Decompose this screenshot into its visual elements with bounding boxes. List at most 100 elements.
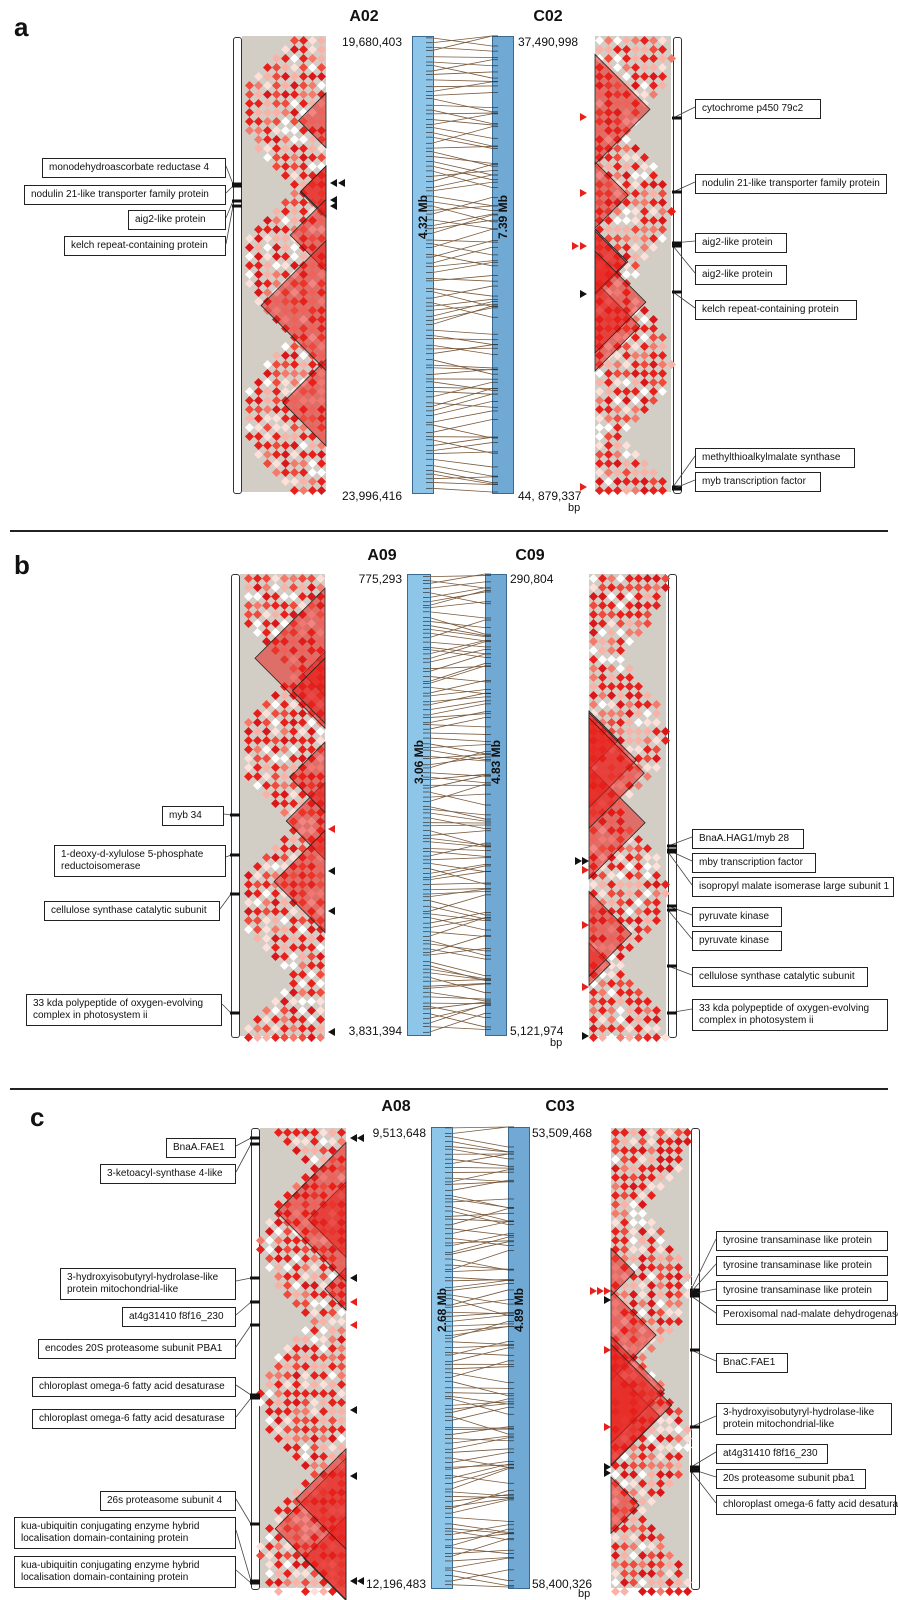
synteny-line	[428, 775, 486, 789]
synteny-line	[428, 737, 486, 742]
ld-cell	[308, 153, 317, 162]
ld-cell	[598, 628, 607, 637]
ld-cell	[629, 1164, 638, 1173]
ld-cell	[280, 583, 289, 592]
ld-cell	[683, 1272, 692, 1281]
ld-cell	[656, 1551, 665, 1560]
position-marker-arrow	[357, 1134, 364, 1142]
ld-cell	[640, 171, 649, 180]
ld-cell	[289, 1015, 298, 1024]
synteny-line	[428, 625, 486, 636]
ld-cell	[271, 601, 280, 610]
ld-cell	[298, 754, 307, 763]
ld-cell	[647, 1569, 656, 1578]
position-marker-arrow	[580, 189, 587, 197]
ld-cell	[620, 1245, 629, 1254]
ld-cell	[647, 1470, 656, 1479]
ld-cell	[280, 835, 289, 844]
synteny-line	[428, 983, 486, 987]
ld-cell	[652, 754, 661, 763]
ld-cell	[310, 1416, 319, 1425]
ld-cell	[589, 1024, 598, 1033]
ld-cell	[244, 1033, 253, 1042]
ld-cell	[283, 1380, 292, 1389]
ld-cell	[598, 655, 607, 664]
ld-cell	[620, 1524, 629, 1533]
synteny-line	[450, 1468, 509, 1490]
synteny-line	[450, 1435, 509, 1444]
ld-cell	[281, 360, 290, 369]
ld-cell	[589, 628, 598, 637]
ld-cell	[629, 1542, 638, 1551]
ld-cell	[631, 36, 640, 45]
ld-cell	[280, 1006, 289, 1015]
synteny-line	[431, 214, 493, 234]
left-bottom-coordinate: 3,831,394	[348, 1024, 402, 1038]
ld-cell	[310, 1344, 319, 1353]
ld-cell	[634, 988, 643, 997]
ld-cell	[337, 1137, 346, 1146]
ld-cell	[613, 216, 622, 225]
synteny-line	[450, 1524, 509, 1536]
synteny-line	[428, 581, 486, 589]
ld-cell	[274, 1407, 283, 1416]
ld-cell	[316, 952, 325, 961]
ld-cell	[262, 736, 271, 745]
ld-cell	[281, 459, 290, 468]
ld-cell	[656, 1560, 665, 1569]
ld-cell	[604, 225, 613, 234]
ld-cell	[647, 1533, 656, 1542]
ld-block-triangle	[594, 250, 647, 354]
ld-cell	[310, 1299, 319, 1308]
synteny-line	[431, 476, 493, 480]
ld-cell	[634, 880, 643, 889]
ld-cell	[589, 592, 598, 601]
position-marker-arrow	[328, 907, 335, 915]
ld-cell	[620, 1209, 629, 1218]
ld-cell	[298, 916, 307, 925]
ld-cell	[256, 1245, 265, 1254]
ld-cell	[310, 1353, 319, 1362]
position-marker-arrow	[357, 1577, 364, 1585]
synteny-line	[450, 1240, 509, 1244]
ld-cell	[647, 1308, 656, 1317]
ld-cell	[638, 1524, 647, 1533]
synteny-line	[450, 1345, 509, 1349]
ld-cell	[253, 934, 262, 943]
ld-cell	[607, 691, 616, 700]
synteny-line	[428, 863, 486, 874]
ld-cell	[643, 610, 652, 619]
ld-cell	[281, 63, 290, 72]
synteny-line	[431, 79, 493, 82]
ld-cell	[665, 1137, 674, 1146]
synteny-line	[428, 665, 486, 685]
synteny-line	[431, 368, 493, 375]
ld-block-triangle	[588, 890, 633, 978]
ld-cell	[622, 486, 631, 495]
ld-cell	[280, 781, 289, 790]
ld-cell	[631, 144, 640, 153]
synteny-line	[428, 888, 486, 891]
left-chromosome-name: A08	[381, 1098, 411, 1115]
ld-cell	[622, 216, 631, 225]
synteny-line	[450, 1167, 509, 1169]
ld-cell	[613, 369, 622, 378]
ld-cell	[292, 1362, 301, 1371]
ld-cell	[244, 898, 253, 907]
ld-cell	[607, 1033, 616, 1042]
ld-cell	[625, 889, 634, 898]
right-gene-label: aig2-like protein	[695, 265, 787, 285]
synteny-line	[431, 334, 493, 345]
ld-cell	[607, 682, 616, 691]
ld-cell	[629, 1200, 638, 1209]
ld-cell	[629, 1182, 638, 1191]
ld-cell	[299, 486, 308, 495]
panel-letter: a	[14, 12, 29, 42]
ld-cell	[634, 727, 643, 736]
ld-cell	[643, 727, 652, 736]
ld-cell	[262, 592, 271, 601]
ld-cell	[307, 934, 316, 943]
ld-cell	[244, 610, 253, 619]
ld-cell	[616, 619, 625, 628]
ld-cell	[307, 583, 316, 592]
